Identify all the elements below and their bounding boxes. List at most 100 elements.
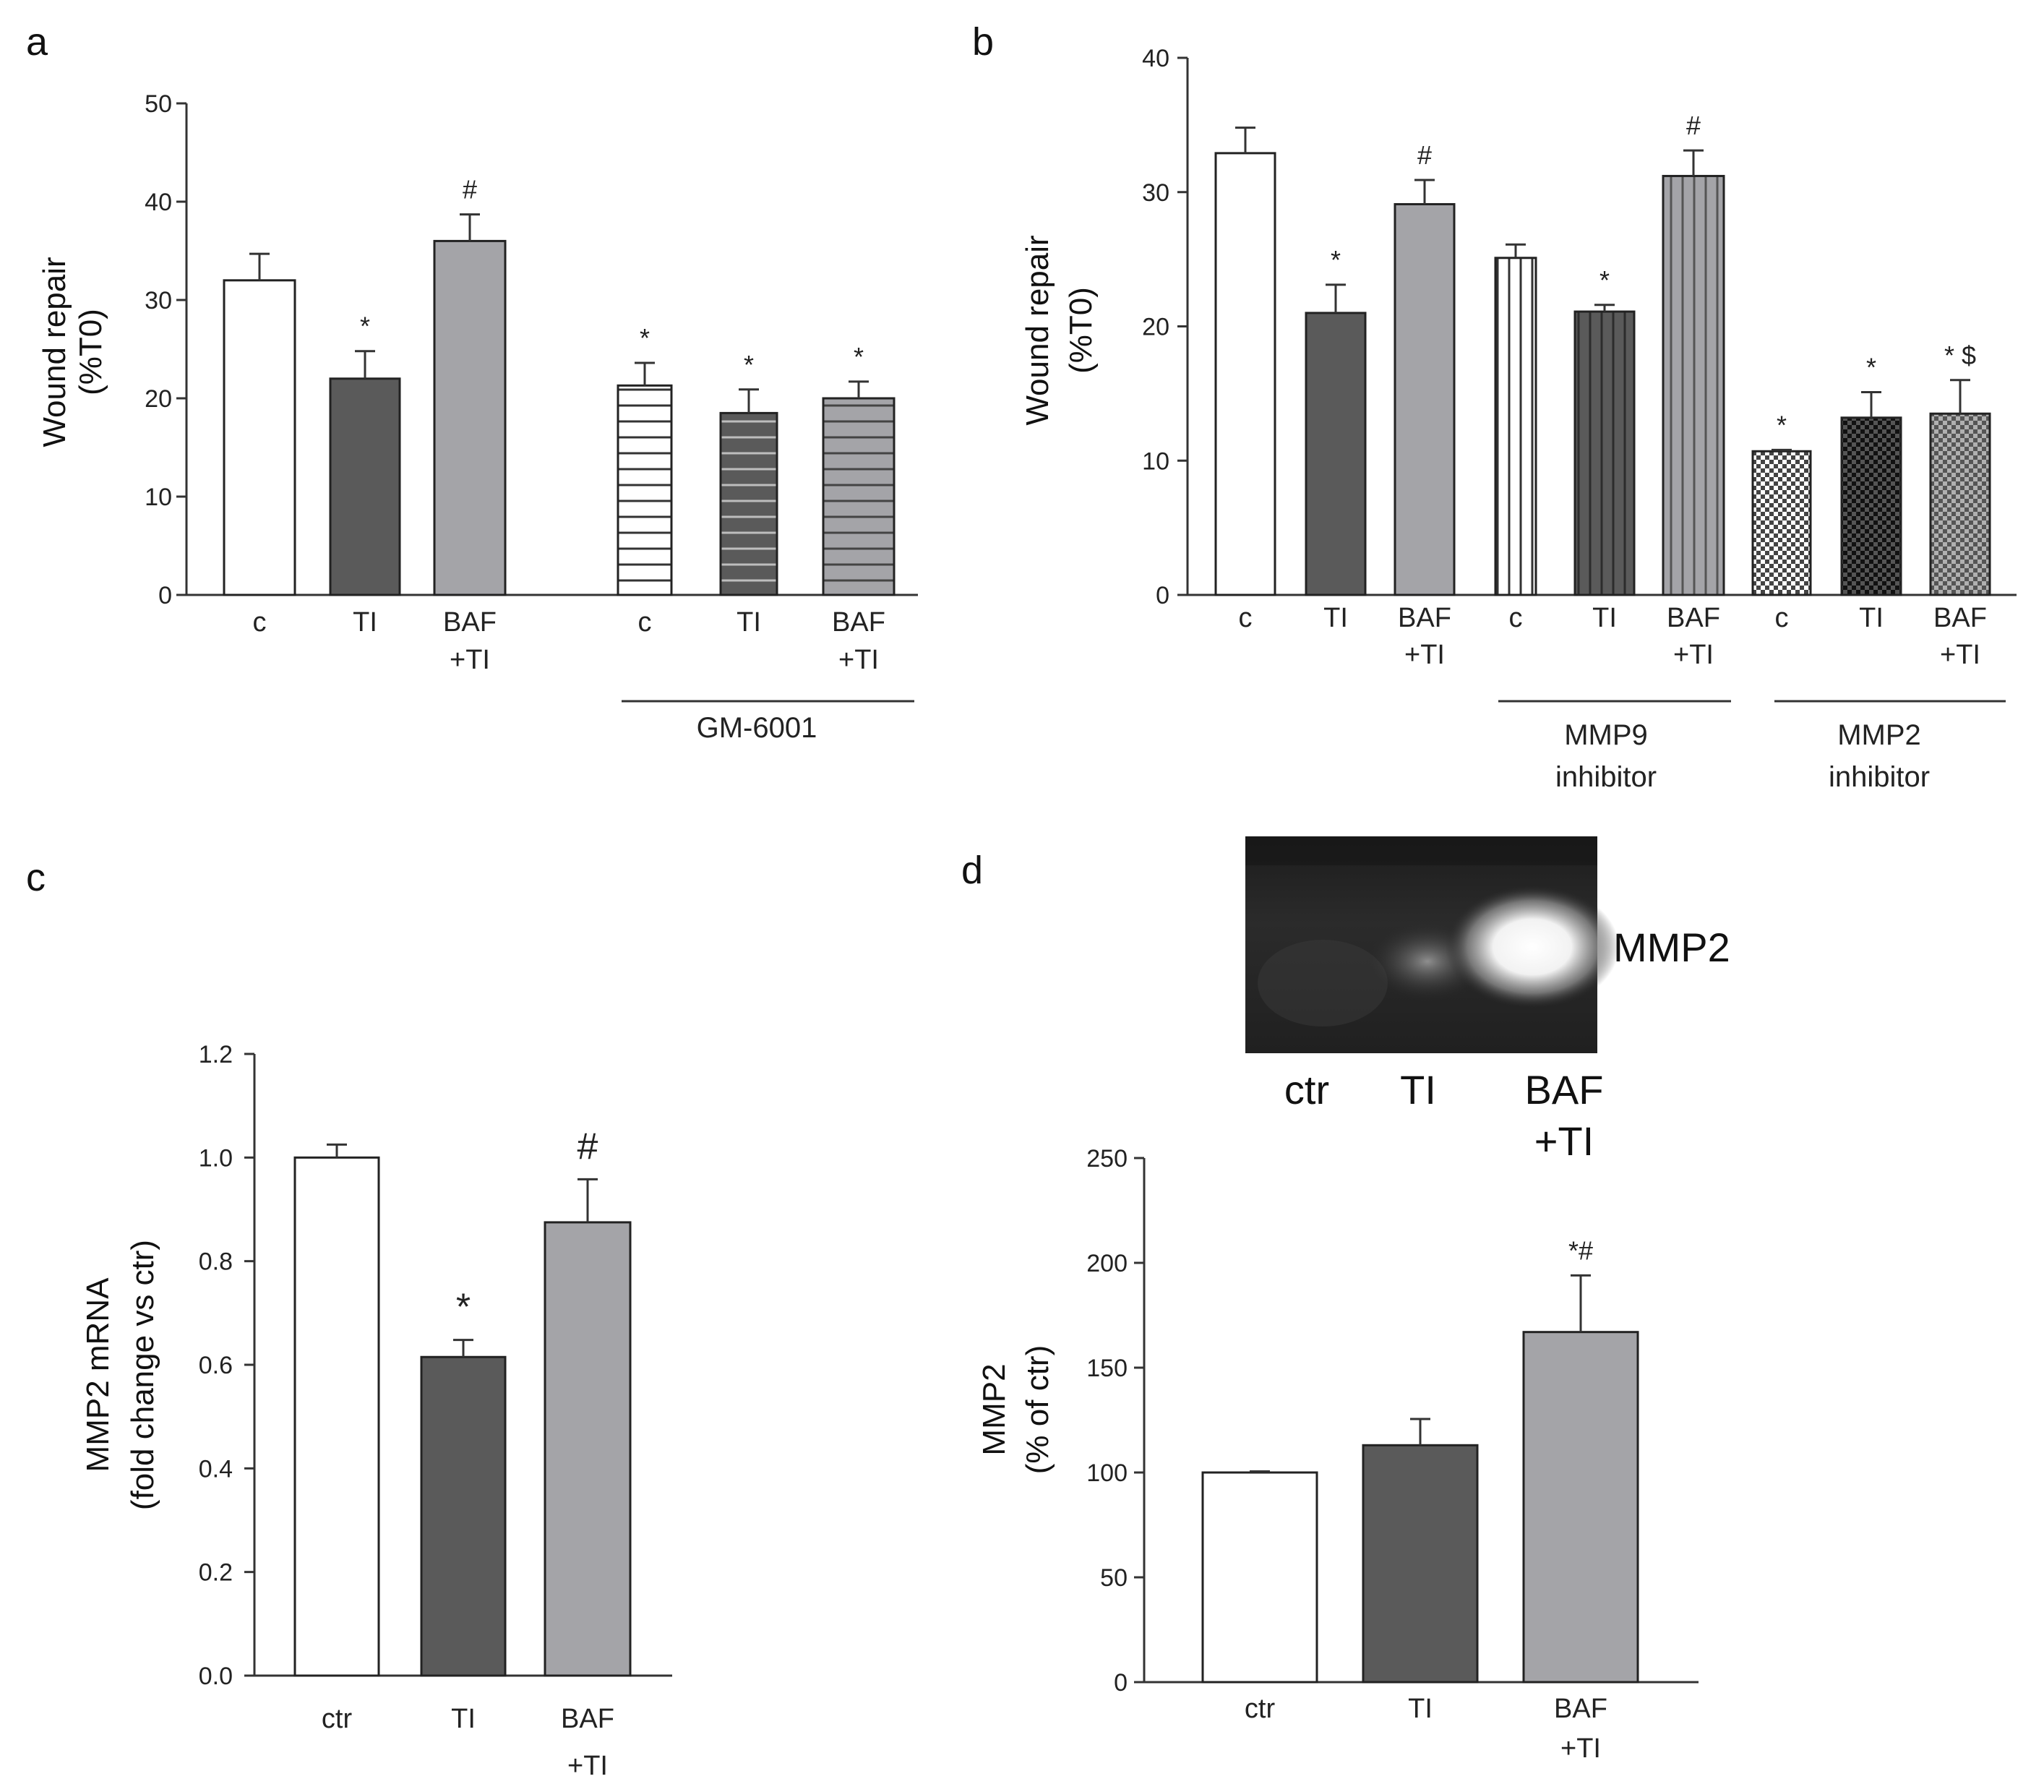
panel-b-group1-label-line2: inhibitor (1555, 761, 1657, 793)
bar (329, 377, 401, 596)
x-tick-label: BAF (443, 607, 497, 638)
y-tick-label: 0 (1156, 582, 1169, 609)
bar (420, 1355, 507, 1677)
panel-a-ylabel-line2: (%T0) (73, 309, 108, 395)
significance-marker: * (744, 350, 754, 380)
chart-panel-d: 0 50 100 150 200 250 ctr TI *# BAF +TI (1086, 1145, 1699, 1764)
bar (544, 1221, 632, 1677)
bar (1214, 152, 1276, 596)
x-tick-label: TI (1408, 1694, 1433, 1724)
significance-marker: * (456, 1287, 471, 1329)
significance-marker: * (1866, 353, 1876, 382)
y-tick-label: 10 (1142, 447, 1169, 475)
panel-letter-d: d (961, 849, 983, 892)
panel-letter-b: b (972, 20, 994, 64)
panel-a-ylabel-line1: Wound repair (37, 257, 72, 447)
y-tick-label: 250 (1086, 1145, 1128, 1172)
significance-marker: # (1417, 140, 1432, 170)
x-tick-label: BAF (1398, 603, 1451, 633)
bar (719, 411, 778, 596)
bar (293, 1156, 380, 1677)
y-tick-label: 1.0 (199, 1144, 233, 1172)
x-tick-label: c (1775, 603, 1789, 633)
y-tick-label: 0.2 (199, 1559, 233, 1587)
y-tick-label: 50 (145, 90, 172, 118)
bar (433, 239, 507, 596)
significance-marker: * (854, 342, 864, 372)
significance-marker: # (1686, 111, 1701, 140)
x-tick-label: BAF (1933, 603, 1987, 633)
bar (1573, 310, 1636, 596)
x-tick-label: TI (1592, 603, 1617, 633)
x-tick-label: BAF (561, 1704, 614, 1734)
x-tick-label-line2: +TI (1404, 640, 1445, 670)
bar (1394, 202, 1456, 596)
panel-d-ylabel-line1: MMP2 (976, 1363, 1012, 1455)
bar (1840, 416, 1902, 596)
y-tick-label: 0 (158, 582, 172, 609)
panel-c-ylabel-line2: (fold change vs ctr) (125, 1240, 160, 1510)
x-tick-label: c (638, 607, 652, 638)
y-tick-label: 30 (1142, 179, 1169, 207)
bar (1662, 174, 1725, 596)
bar (1362, 1444, 1479, 1684)
chart-panel-a: 0 10 20 30 40 50 c * TI # BAF +TI * c * TI * BAF +TI (145, 90, 918, 675)
bar (223, 279, 296, 596)
x-tick-label: TI (1859, 603, 1884, 633)
y-tick-label: 20 (1142, 314, 1169, 341)
x-tick-label: TI (451, 1704, 476, 1734)
x-tick-label-line2: +TI (1673, 640, 1714, 670)
significance-marker: * (360, 312, 370, 341)
x-tick-label: ctr (1245, 1694, 1276, 1724)
panel-b-ylabel-line1: Wound repair (1020, 235, 1055, 425)
bar (617, 384, 673, 596)
x-tick-label: c (253, 607, 267, 638)
x-tick-label: c (1509, 603, 1523, 633)
panel-b-group2-label-line2: inhibitor (1829, 761, 1930, 793)
bar (1305, 312, 1367, 596)
y-tick-label: 1.2 (199, 1041, 233, 1068)
significance-marker: * (1777, 410, 1787, 440)
significance-marker: # (463, 175, 477, 205)
y-tick-label: 150 (1086, 1355, 1128, 1382)
x-tick-label-line2: +TI (1560, 1733, 1601, 1764)
y-tick-label: 30 (145, 287, 172, 314)
panel-c-ylabel-line1: MMP2 mRNA (80, 1277, 116, 1472)
y-tick-label: 40 (145, 189, 172, 216)
significance-marker: * (1599, 265, 1610, 295)
significance-marker: * $ (1944, 340, 1976, 370)
panel-d-ylabel-line2: (% of ctr) (1020, 1345, 1055, 1474)
blot-lane-ti: TI (1400, 1067, 1436, 1113)
y-tick-label: 50 (1100, 1564, 1128, 1592)
bar (1929, 412, 1991, 596)
bar (1751, 450, 1812, 596)
significance-marker: *# (1568, 1235, 1593, 1265)
chart-panel-c: 0.0 0.2 0.4 0.6 0.8 1.0 1.2 ctr * TI # BAF +TI (199, 1041, 672, 1781)
significance-marker: # (577, 1126, 598, 1167)
panel-a-group-label: GM-6001 (697, 712, 817, 744)
x-tick-label-line2: +TI (450, 645, 490, 675)
x-tick-label: BAF (1667, 603, 1720, 633)
zymogram-blot (1245, 836, 1619, 1053)
x-tick-label-line2: +TI (1940, 640, 1980, 670)
x-tick-label: ctr (322, 1704, 353, 1734)
blot-lane-ctr: ctr (1284, 1067, 1329, 1113)
y-tick-label: 0.0 (199, 1663, 233, 1690)
x-tick-label: TI (353, 607, 377, 638)
y-tick-label: 200 (1086, 1250, 1128, 1277)
blot-lane-plus-ti: +TI (1534, 1118, 1594, 1164)
panel-letter-c: c (26, 856, 46, 899)
x-tick-label: BAF (1554, 1694, 1607, 1724)
y-tick-label: 100 (1086, 1459, 1128, 1487)
bar (1201, 1471, 1318, 1684)
x-tick-label: c (1239, 603, 1253, 633)
y-tick-label: 0.4 (199, 1455, 233, 1483)
significance-marker: * (640, 323, 650, 353)
blot-lane-baf: BAF (1525, 1067, 1604, 1113)
significance-marker: * (1331, 245, 1341, 275)
x-tick-label: TI (1323, 603, 1348, 633)
y-tick-label: 0 (1114, 1669, 1128, 1697)
y-tick-label: 20 (145, 385, 172, 413)
x-tick-label-line2: +TI (838, 645, 879, 675)
